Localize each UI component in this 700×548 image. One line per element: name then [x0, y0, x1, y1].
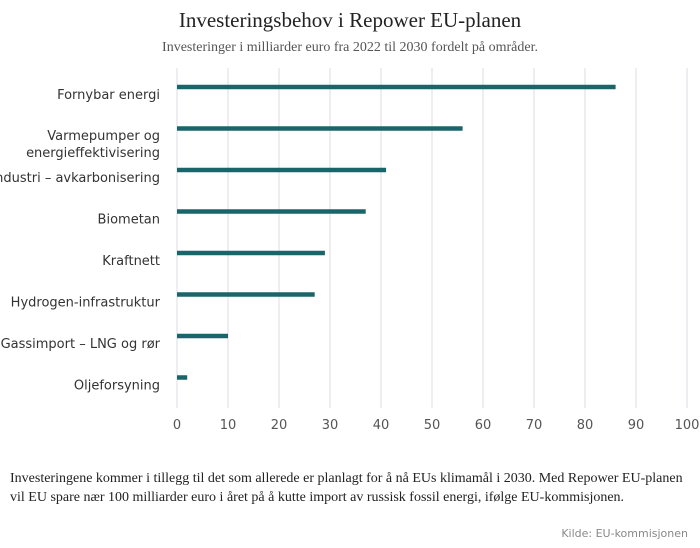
- bar: [177, 375, 188, 380]
- bar-chart: 0 10 20 30 40 50 60 70 80 90 100 Fornybar energi Var…: [0, 68, 700, 433]
- bar: [177, 292, 315, 297]
- bar: [177, 333, 228, 339]
- x-tick-label: 60: [475, 418, 492, 433]
- x-tick-label: 40: [373, 418, 390, 433]
- category-label: energieffektivisering: [26, 146, 160, 161]
- category-label: Fornybar energi: [57, 88, 160, 103]
- x-tick-label: 20: [271, 418, 288, 433]
- category-label: Industri – avkarbonisering: [0, 171, 160, 186]
- category-label: Kraftnett: [102, 254, 160, 269]
- category-label: Biometan: [98, 213, 160, 228]
- category-label: Gassimport – LNG og rør: [1, 337, 161, 352]
- x-tick-label: 70: [526, 418, 543, 433]
- x-tick-label: 0: [173, 418, 181, 433]
- bar: [177, 167, 387, 173]
- footnote: Investeringene kommer i tillegg til det …: [10, 471, 683, 505]
- source-credit: Kilde: EU-kommisjonen: [561, 527, 688, 540]
- category-label: Oljeforsyning: [74, 379, 160, 394]
- chart-subtitle: Investeringer i milliarder euro fra 2022…: [162, 40, 538, 55]
- x-tick-label: 10: [220, 418, 237, 433]
- bar: [177, 126, 463, 131]
- x-tick-label: 30: [322, 418, 339, 433]
- category-label: Hydrogen-infrastruktur: [11, 296, 161, 311]
- x-tick-label: 50: [424, 418, 441, 433]
- x-tick-label: 100: [675, 418, 700, 433]
- bar: [177, 209, 366, 214]
- category-label: Varmepumper og: [47, 129, 160, 144]
- bar: [177, 84, 616, 90]
- x-tick-label: 80: [577, 418, 594, 433]
- bar: [177, 250, 325, 256]
- x-tick-label: 90: [628, 418, 645, 433]
- chart-title: Investeringsbehov i Repower EU-planen: [178, 8, 522, 32]
